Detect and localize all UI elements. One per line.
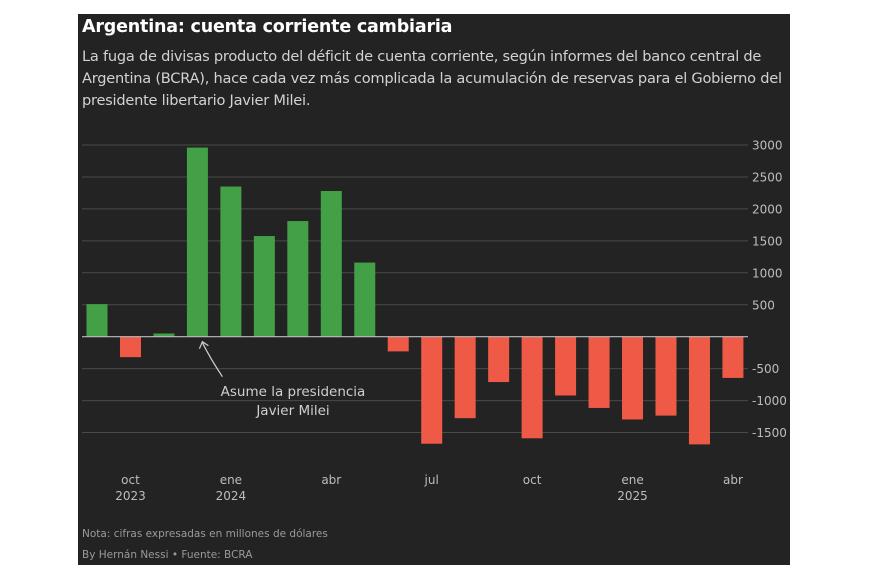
y-tick-label: 1000 [752, 266, 783, 280]
bar-oct-2024 [521, 336, 543, 439]
bar-jul-2024 [421, 336, 443, 444]
x-tick-month: oct [523, 473, 542, 487]
y-tick-label: 1500 [752, 234, 783, 248]
y-tick-label: 3000 [752, 139, 783, 153]
y-tick-label: -1000 [752, 394, 787, 408]
bar-ene-2024 [220, 186, 242, 337]
bar-dic-2023 [186, 147, 208, 337]
chart-subtitle: La fuga de divisas producto del déficit … [82, 48, 782, 109]
bar-oct-2023 [119, 336, 141, 358]
x-tick-month: oct [121, 473, 140, 487]
note: Nota: cifras expresadas en millones de d… [82, 528, 328, 540]
bar-mar-2025 [688, 336, 710, 445]
bar-nov-2024 [555, 336, 577, 396]
y-tick-label: 2000 [752, 202, 783, 216]
x-tick-month: ene [621, 473, 643, 487]
x-tick-year: 2024 [216, 489, 247, 503]
bar-may-2024 [354, 262, 376, 337]
x-tick-month: abr [723, 473, 743, 487]
arrow-head-icon [198, 340, 209, 349]
x-tick-month: jul [424, 473, 439, 487]
bar-jun-2024 [387, 336, 409, 352]
bar-nov-2023 [153, 333, 175, 337]
x-tick-year: 2025 [617, 489, 648, 503]
bar-abr-2025 [722, 336, 744, 378]
annotation-text: Javier Milei [255, 403, 329, 419]
bar-sep-2023 [86, 304, 108, 337]
x-tick-month: abr [321, 473, 341, 487]
bar-abr-2024 [320, 191, 342, 337]
y-tick-label: -500 [752, 362, 779, 376]
x-tick-year: 2023 [115, 489, 146, 503]
bar-ene-2025 [622, 336, 644, 420]
bar-feb-2025 [655, 336, 677, 416]
y-tick-label: -1500 [752, 426, 787, 440]
credit: By Hernán Nessi • Fuente: BCRA [82, 549, 253, 561]
bar-dic-2024 [588, 336, 610, 408]
bar-ago-2024 [454, 336, 476, 419]
annotation-arrow [201, 342, 223, 378]
y-tick-label: 500 [752, 298, 775, 312]
y-tick-label: 2500 [752, 170, 783, 184]
bar-mar-2024 [287, 221, 309, 337]
bar-feb-2024 [253, 236, 275, 337]
x-tick-month: ene [220, 473, 242, 487]
chart-title: Argentina: cuenta corriente cambiaria [82, 17, 453, 37]
bar-sep-2024 [488, 336, 510, 383]
annotation-text: Asume la presidencia [221, 384, 366, 400]
